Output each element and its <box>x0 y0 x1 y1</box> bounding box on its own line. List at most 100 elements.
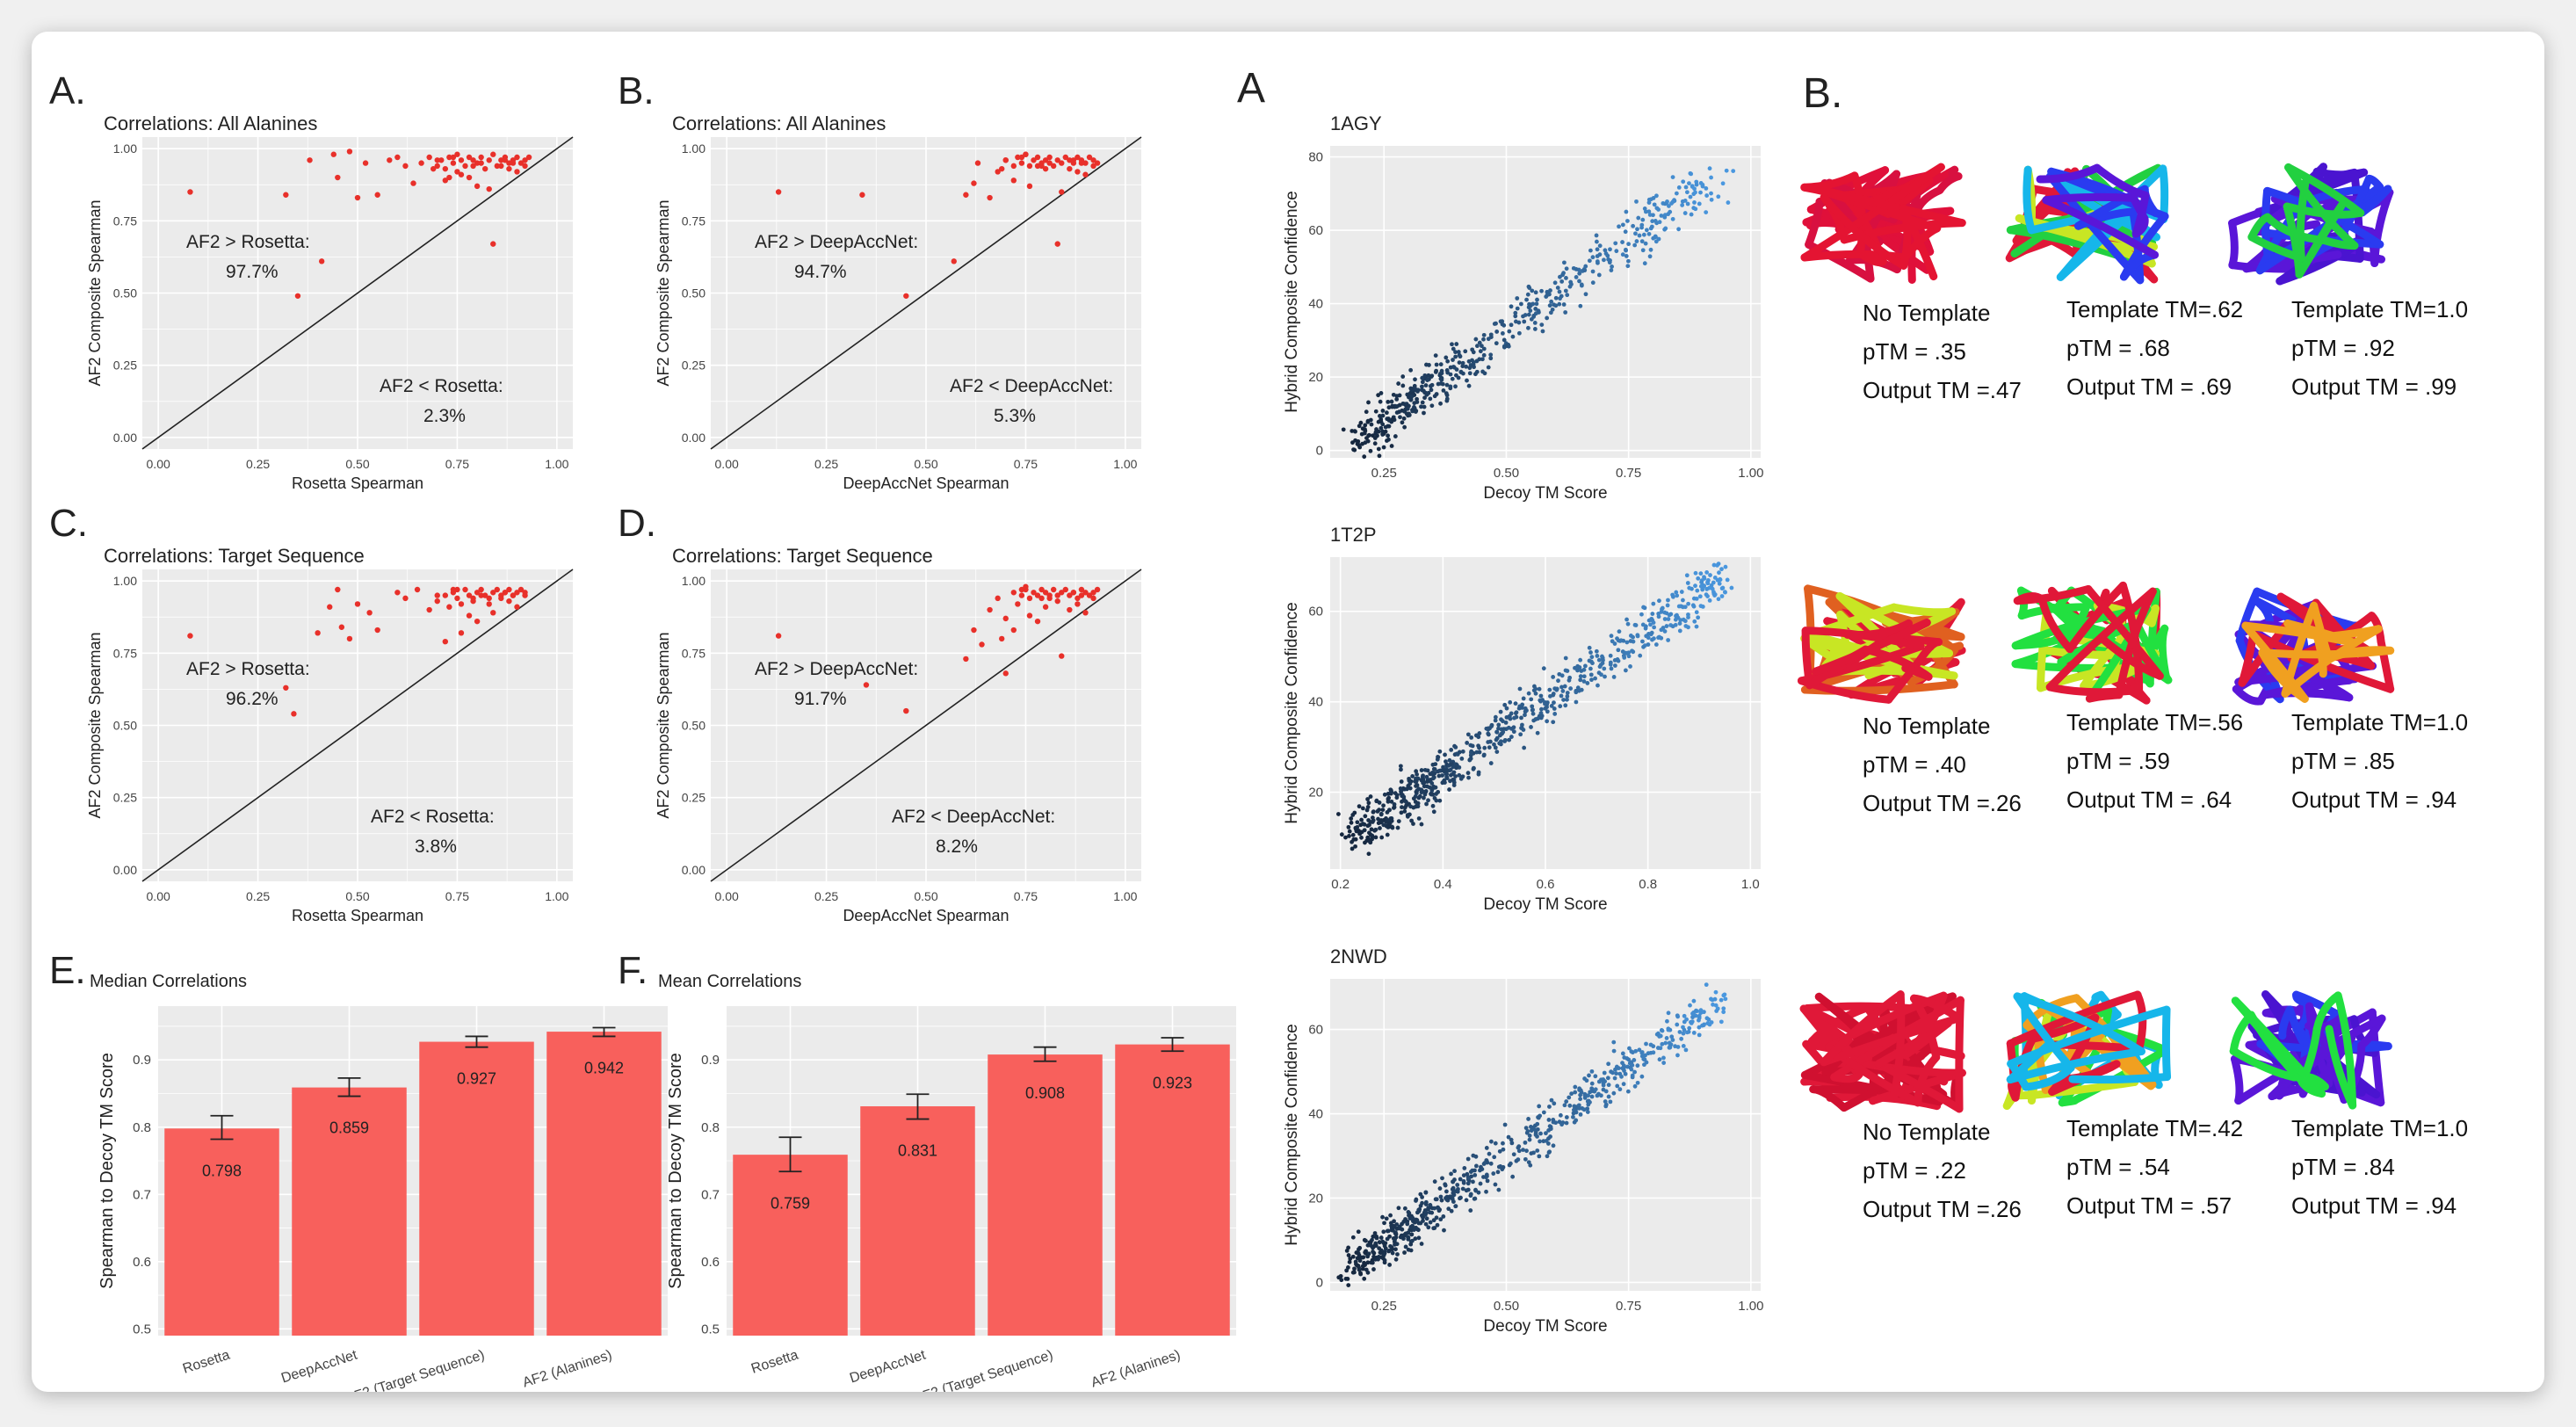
data-point <box>1501 1141 1505 1146</box>
data-point <box>402 595 409 602</box>
data-point <box>1456 375 1461 380</box>
data-point <box>1420 1194 1425 1199</box>
data-point <box>1524 1130 1530 1135</box>
backbone-segment <box>2118 581 2144 694</box>
data-point <box>514 604 520 610</box>
data-point <box>1350 1254 1356 1259</box>
data-point <box>1588 650 1593 655</box>
data-point <box>374 192 380 198</box>
data-point <box>1369 827 1374 832</box>
data-point <box>1658 1033 1663 1039</box>
data-point <box>1403 799 1408 804</box>
data-point <box>1578 1097 1583 1102</box>
annotation-above: AF2 > Rosetta: <box>186 232 310 252</box>
data-point <box>1387 1234 1393 1239</box>
data-point <box>1606 1083 1611 1088</box>
structure-caption-title: Template TM=1.0 <box>2291 709 2469 735</box>
data-point <box>1451 764 1456 770</box>
data-point <box>1408 386 1414 391</box>
data-point <box>1624 640 1630 645</box>
data-point <box>1640 639 1645 644</box>
data-point <box>1484 726 1489 731</box>
data-point <box>1488 356 1494 361</box>
data-point <box>1362 828 1367 833</box>
data-point <box>514 154 520 161</box>
data-point <box>327 604 333 610</box>
data-point <box>1637 1047 1642 1053</box>
data-point <box>1649 616 1654 621</box>
data-point <box>1395 825 1400 830</box>
data-point <box>498 157 504 163</box>
data-point <box>1612 1076 1617 1081</box>
data-point <box>1401 416 1407 421</box>
data-point <box>1682 211 1688 215</box>
data-point <box>1697 1018 1701 1023</box>
data-point <box>1347 834 1351 838</box>
data-point <box>1677 628 1682 634</box>
data-point <box>1082 160 1089 166</box>
data-point <box>1567 284 1573 289</box>
x-tick-label: AF2 (Alanines) <box>521 1348 614 1391</box>
data-point <box>1682 605 1688 610</box>
data-point <box>1432 786 1437 790</box>
annotation-below: AF2 < Rosetta: <box>380 376 503 396</box>
data-point <box>1370 833 1375 838</box>
x-tick-label: 0.25 <box>814 457 838 471</box>
data-point <box>1481 337 1486 342</box>
data-point <box>1451 365 1456 369</box>
data-point <box>1587 1073 1591 1078</box>
bar <box>292 1087 407 1336</box>
data-point <box>1400 420 1405 425</box>
data-point <box>1473 337 1479 342</box>
data-point <box>1579 1090 1584 1095</box>
data-point <box>1711 580 1716 585</box>
data-point <box>1654 1032 1660 1037</box>
data-point <box>1584 1078 1589 1083</box>
data-point <box>1596 670 1602 676</box>
data-point <box>1346 1253 1351 1257</box>
data-point <box>1393 1247 1398 1252</box>
data-point <box>1717 570 1721 576</box>
data-point <box>1393 1237 1397 1242</box>
data-point <box>1403 1217 1407 1221</box>
data-point <box>1431 809 1436 815</box>
data-point <box>1042 157 1049 163</box>
data-point <box>1543 701 1547 706</box>
data-point <box>1413 377 1417 382</box>
protein-structure-2-0 <box>1799 990 1966 1113</box>
data-point <box>1574 1110 1579 1115</box>
data-point <box>1394 1242 1400 1247</box>
data-point <box>1396 1206 1401 1211</box>
data-point <box>1398 786 1403 791</box>
data-point <box>1090 157 1096 163</box>
data-point <box>1664 1036 1669 1040</box>
data-point <box>1470 1168 1475 1173</box>
data-point <box>1687 1025 1692 1031</box>
data-point <box>1609 1069 1614 1075</box>
backbone-segment <box>1909 994 1964 1023</box>
bar-value-label: 0.908 <box>1025 1084 1065 1102</box>
data-point <box>1059 189 1065 195</box>
data-point <box>1438 1217 1444 1222</box>
data-point <box>1537 686 1542 692</box>
data-point <box>1662 201 1668 206</box>
data-point <box>1457 352 1462 358</box>
data-point <box>1616 638 1621 643</box>
data-point <box>1350 1270 1356 1275</box>
x-tick-label: 0.25 <box>246 457 270 471</box>
data-point <box>1515 306 1520 311</box>
data-point <box>1018 154 1025 161</box>
y-tick-label: 0.7 <box>133 1187 151 1202</box>
data-point <box>1704 210 1709 215</box>
data-point <box>1451 358 1455 362</box>
data-point <box>1460 749 1465 754</box>
data-point <box>1425 378 1430 382</box>
data-point <box>1487 745 1492 750</box>
data-point <box>1559 693 1564 699</box>
data-point <box>1454 342 1459 346</box>
data-point <box>1380 413 1386 418</box>
y-tick-label: 0.9 <box>701 1053 720 1068</box>
data-point <box>1596 272 1602 278</box>
reference-line <box>141 136 574 450</box>
data-point <box>1639 239 1645 244</box>
